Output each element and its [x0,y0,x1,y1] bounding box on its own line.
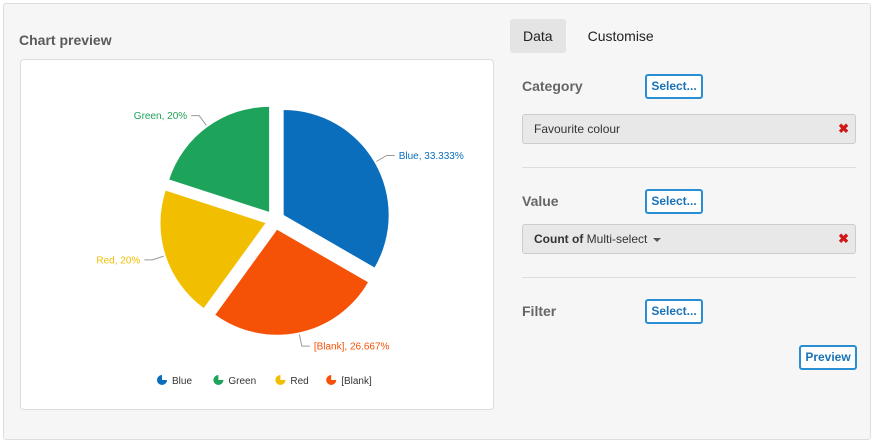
leader-line-green [191,115,207,126]
value-select-button[interactable]: Select... [645,189,703,214]
legend-label-green[interactable]: Green [228,376,256,387]
chart-preview-card: Blue, 33.333% [Blank], 26.667% Red, 20% Gre… [20,59,494,410]
preview-title: Chart preview [19,32,112,48]
leader-line-blank [298,334,310,347]
value-field: Count of Multi-select ✖ [522,224,856,254]
legend-swatch-notch [280,374,287,380]
data-label-green: Green, 20% [134,111,187,122]
filter-select-button[interactable]: Select... [645,299,703,324]
chart-builder-panel: Chart preview Blue, 33.333% [Blank], 26.6… [3,3,871,440]
category-field-value: Favourite colour [534,122,621,136]
pie-slice-green[interactable] [169,106,270,212]
category-select-button[interactable]: Select... [645,74,703,99]
legend-label-red[interactable]: Red [290,376,308,387]
leader-line-red [144,255,164,261]
pie-slice-blank[interactable] [215,229,369,335]
preview-button[interactable]: Preview [799,345,857,370]
legend-label-blank[interactable]: [Blank] [341,376,372,387]
legend-swatch-notch [218,374,225,380]
value-field-name[interactable]: Multi-select [586,232,648,246]
divider [522,167,856,168]
value-label: Value [522,193,559,209]
value-aggregation: Count of [534,232,584,246]
tab-bar: Data Customise [510,19,667,53]
tab-customise[interactable]: Customise [587,28,654,44]
chevron-down-icon[interactable] [653,237,662,242]
category-label: Category [522,78,583,94]
tab-data[interactable]: Data [510,19,566,53]
pie-slice-blue[interactable] [283,109,389,268]
category-field: Favourite colour ✖ [522,114,856,144]
filter-label: Filter [522,303,557,319]
leader-line-blue [376,154,395,162]
pie-chart: Blue, 33.333% [Blank], 26.667% Red, 20% Gre… [96,106,464,387]
data-label-blank: [Blank], 26.667% [314,342,390,353]
remove-value-icon[interactable]: ✖ [838,231,849,246]
data-label-blue: Blue, 33.333% [399,151,464,162]
data-label-red: Red, 20% [96,255,140,266]
pie-slice-red[interactable] [160,190,266,309]
legend-label-blue[interactable]: Blue [172,376,192,387]
remove-category-icon[interactable]: ✖ [838,121,849,136]
legend-swatch-notch [331,374,338,380]
divider [522,277,856,278]
legend-swatch-notch [162,374,168,380]
